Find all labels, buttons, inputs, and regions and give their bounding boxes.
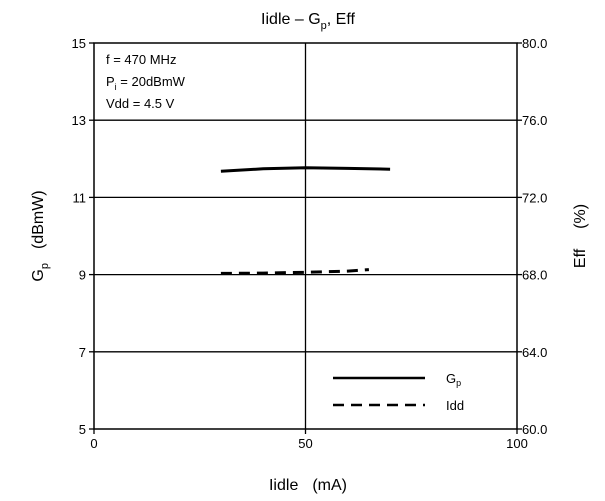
x-tick-label: 100 [506,436,528,451]
series-line-dashed [220,268,370,275]
y-left-tick-label: 13 [72,113,86,128]
y-right-tick-label: 68.0 [522,268,547,283]
y-left-tick-label: 7 [79,345,86,360]
chart-title: Iidle – Gp, Eff [261,11,355,32]
condition-frequency: f = 470 MHz [106,52,176,67]
y-axis-left-label: Gp(dBmW) [30,190,51,281]
condition-input-power: Pi = 20dBmW [106,74,186,92]
y-left-tick-label: 15 [72,36,86,51]
grid [94,43,517,429]
y-axis-right-label: Eff(%) [572,204,589,268]
x-tick-label: 50 [298,436,312,451]
x-axis-label: Iidle (mA) [269,477,347,494]
legend: Gp Idd [333,371,464,413]
series-line-solid [220,166,391,173]
y-right-tick-label: 76.0 [522,113,547,128]
y-right-tick-label: 64.0 [522,345,547,360]
axis-ticks: 5 7 9 11 13 15 60.0 64.0 68.0 72.0 76.0 80.0 0 50 100 [72,36,548,451]
condition-vdd: Vdd = 4.5 V [106,96,175,111]
y-right-tick-label: 72.0 [522,190,547,205]
y-left-tick-label: 9 [79,268,86,283]
series-layer [220,166,391,275]
x-tick-label: 0 [90,436,97,451]
y-left-tick-label: 11 [73,190,87,205]
y-left-tick-label: 5 [79,422,86,437]
legend-label-idd: Idd [446,398,464,413]
conditions-annotation: f = 470 MHz Pi = 20dBmW Vdd = 4.5 V [106,52,186,111]
y-right-tick-label: 60.0 [522,422,547,437]
y-right-tick-label: 80.0 [522,36,547,51]
legend-label-gp: Gp [446,371,461,388]
